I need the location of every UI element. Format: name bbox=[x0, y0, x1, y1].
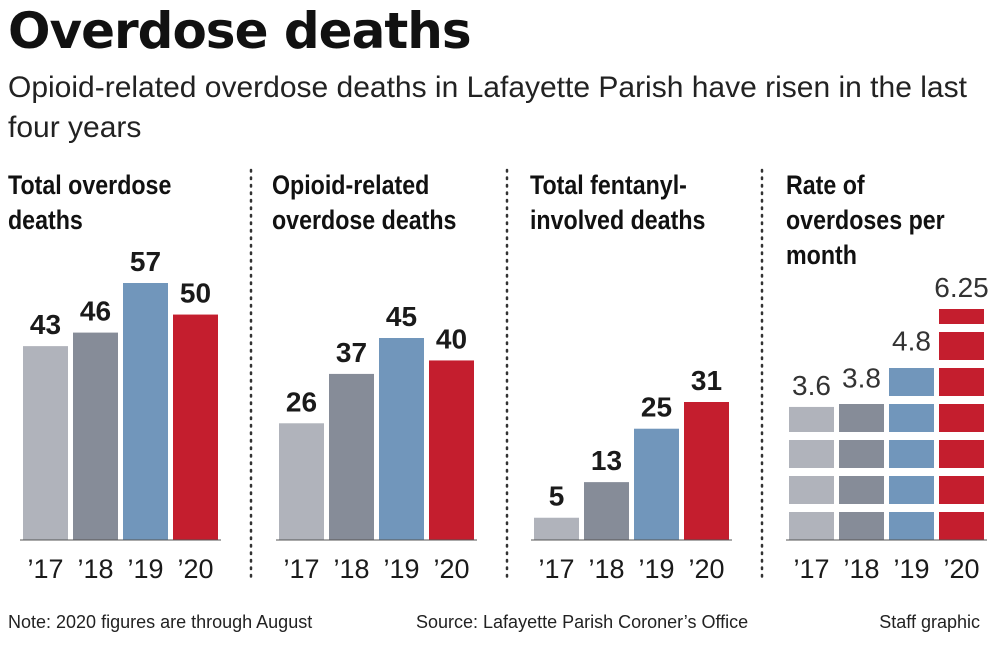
category-tick-label: ’19 bbox=[127, 554, 163, 584]
chart-title-line: Total overdose bbox=[8, 170, 171, 200]
category-tick-label: ’17 bbox=[538, 554, 574, 584]
bar bbox=[173, 314, 218, 540]
bar-value-label: 13 bbox=[591, 445, 622, 476]
bar-value-label: 26 bbox=[286, 386, 317, 417]
chart-title-line: overdose deaths bbox=[272, 205, 456, 235]
category-tick-label: ’19 bbox=[893, 554, 929, 584]
chart-panel-2: Opioid-related overdose deaths 26 ’17 37 ’18 4… bbox=[272, 170, 477, 584]
footer-credit: Staff graphic bbox=[879, 612, 980, 632]
category-tick-label: ’18 bbox=[588, 554, 624, 584]
bar-value-label: 25 bbox=[641, 392, 672, 423]
page-subtitle: Opioid-related overdose deaths in Lafaye… bbox=[8, 71, 967, 144]
bar-value-label: 37 bbox=[336, 337, 367, 368]
bar bbox=[634, 428, 679, 540]
bar-segment bbox=[889, 368, 934, 396]
bar-segment bbox=[789, 440, 834, 468]
chart-title-line: involved deaths bbox=[530, 205, 705, 235]
bar-value-label: 43 bbox=[30, 309, 61, 340]
category-tick-label: ’20 bbox=[943, 554, 979, 584]
bar-value-label: 40 bbox=[436, 323, 467, 354]
bar bbox=[23, 346, 68, 540]
bar-value-label: 4.8 bbox=[892, 326, 931, 357]
bar-segment bbox=[839, 440, 884, 468]
footer-source: Source: Lafayette Parish Coroner’s Offic… bbox=[416, 612, 749, 632]
category-tick-label: ’18 bbox=[333, 554, 369, 584]
chart-title-line: deaths bbox=[8, 205, 83, 235]
bar bbox=[534, 517, 579, 540]
bar-segment bbox=[939, 368, 984, 396]
page-title: Overdose deaths bbox=[8, 2, 472, 60]
bar-segment bbox=[939, 512, 984, 540]
bar-segment bbox=[889, 512, 934, 540]
bar bbox=[584, 482, 629, 540]
chart-title-line: Opioid-related bbox=[272, 170, 429, 200]
chart-title-line: Total fentanyl- bbox=[530, 170, 687, 200]
bar bbox=[684, 402, 729, 540]
bar-value-label: 50 bbox=[180, 278, 211, 309]
bar-value-label: 6.25 bbox=[934, 272, 989, 303]
category-tick-label: ’17 bbox=[283, 554, 319, 584]
bar-segment bbox=[939, 476, 984, 504]
bar-segment bbox=[939, 404, 984, 432]
chart-title-line: month bbox=[786, 240, 857, 270]
bar-segment bbox=[939, 309, 984, 324]
bar-segment bbox=[889, 404, 934, 432]
chart-panel-1: Total overdose deaths 43 ’17 46 ’18 57 ’19 50 ’20 bbox=[8, 170, 221, 584]
chart-panel-4: Rate of overdoses per month 3.6 ’17 3.8 ’18 4.8… bbox=[786, 170, 989, 584]
category-tick-label: ’18 bbox=[77, 554, 113, 584]
bar-segment bbox=[839, 404, 884, 432]
chart-title-line: overdoses per bbox=[786, 205, 945, 235]
category-tick-label: ’19 bbox=[638, 554, 674, 584]
bar bbox=[329, 373, 374, 540]
bar bbox=[123, 283, 168, 540]
bar-value-label: 3.6 bbox=[792, 370, 831, 401]
chart-title-line: Rate of bbox=[786, 170, 865, 200]
category-tick-label: ’17 bbox=[27, 554, 63, 584]
bar-value-label: 46 bbox=[80, 296, 111, 327]
bar bbox=[429, 360, 474, 540]
category-tick-label: ’20 bbox=[177, 554, 213, 584]
bar-value-label: 45 bbox=[386, 301, 417, 332]
bar-value-label: 3.8 bbox=[842, 363, 881, 394]
bar-value-label: 31 bbox=[691, 365, 722, 396]
bar-segment bbox=[939, 332, 984, 360]
bar-segment bbox=[939, 440, 984, 468]
bar bbox=[379, 338, 424, 540]
bar-segment bbox=[839, 476, 884, 504]
bar bbox=[279, 423, 324, 540]
chart-panel-3: Total fentanyl-involved deaths 5 ’17 13 ’18 2… bbox=[530, 170, 732, 584]
bar-segment bbox=[839, 512, 884, 540]
bar-segment bbox=[789, 512, 834, 540]
bar-segment bbox=[889, 440, 934, 468]
footer-note: Note: 2020 figures are through August bbox=[8, 612, 313, 632]
bar-value-label: 57 bbox=[130, 246, 161, 277]
bar-segment bbox=[789, 476, 834, 504]
category-tick-label: ’18 bbox=[843, 554, 879, 584]
bar-value-label: 5 bbox=[549, 481, 565, 512]
category-tick-label: ’19 bbox=[383, 554, 419, 584]
category-tick-label: ’17 bbox=[793, 554, 829, 584]
category-tick-label: ’20 bbox=[433, 554, 469, 584]
bar-segment bbox=[889, 476, 934, 504]
category-tick-label: ’20 bbox=[688, 554, 724, 584]
bar-segment bbox=[789, 406, 834, 432]
bar bbox=[73, 332, 118, 540]
